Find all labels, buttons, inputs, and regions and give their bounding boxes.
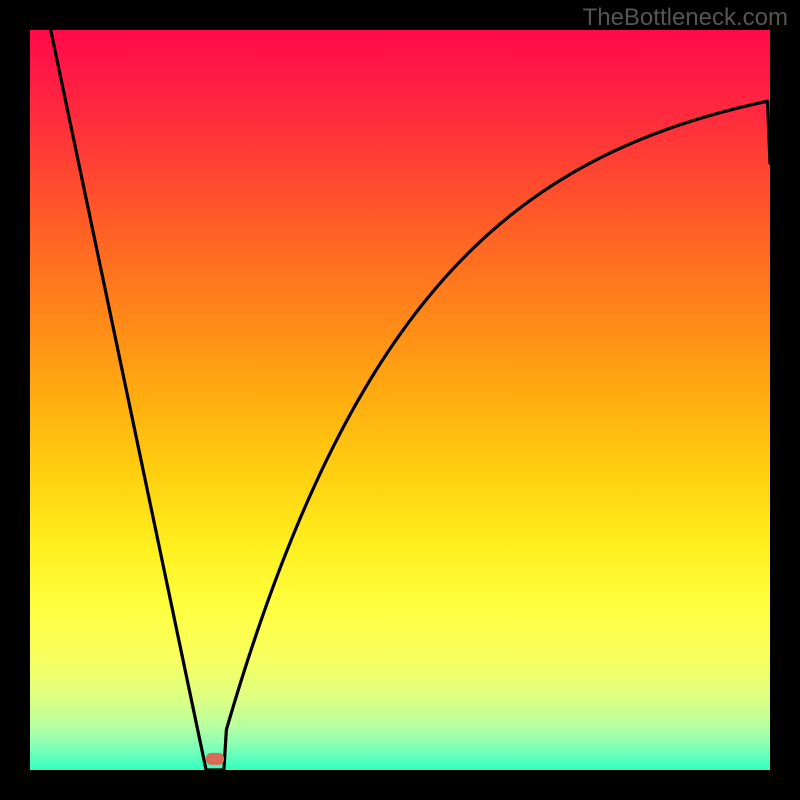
minimum-marker — [206, 753, 224, 765]
watermark-text: TheBottleneck.com — [583, 4, 788, 32]
chart-container: TheBottleneck.com — [0, 0, 800, 800]
gradient-plot — [30, 30, 770, 770]
gradient-background — [30, 30, 770, 770]
